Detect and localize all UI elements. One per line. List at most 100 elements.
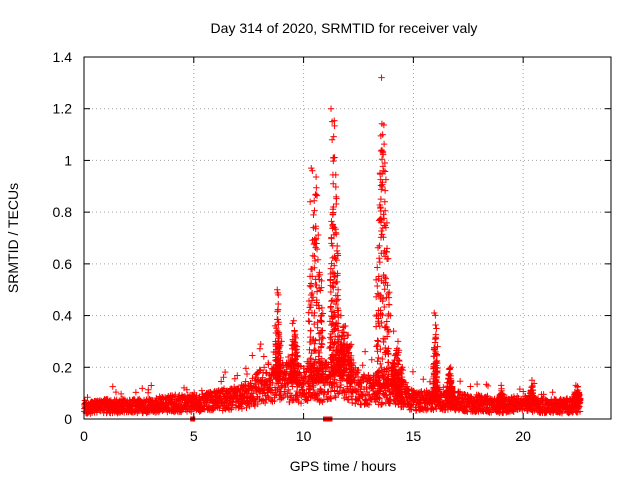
axes [83,56,612,420]
data-point-2817 [319,361,326,369]
data-point-3298 [389,381,397,388]
data-point-3045 [342,352,350,359]
data-point-1035 [285,386,292,393]
data-point-2585 [275,335,282,342]
data-point-3295 [392,350,400,357]
data-point-3036 [335,358,343,366]
data-point-2583 [273,346,280,353]
data-point-2804 [310,211,317,219]
data-point-3126 [380,211,387,218]
data-point-3703 [465,395,472,402]
data-point-1175 [312,390,320,398]
data-point-3098 [374,282,381,290]
data-point-2737 [308,273,316,280]
data-point-2953 [330,203,337,211]
data-point-2806 [307,265,315,273]
data-point-3276 [388,373,396,380]
data-point-3368 [433,374,440,381]
data-point-3212 [378,382,385,390]
data-point-2746 [308,349,315,357]
data-point-2770 [310,312,318,319]
data-point-2767 [314,365,321,372]
data-point-821 [242,365,250,372]
data-point-2788 [319,310,327,317]
data-point-3702 [447,364,454,371]
data-point-19 [84,394,91,401]
data-point-1442 [365,401,373,409]
data-point-2036 [483,381,490,388]
data-point-856 [249,389,257,397]
tick-labels: 0 5 10 15 20 0 0.2 0.4 0.6 0.8 1 1.2 1.4 [53,49,532,444]
data-point-2783 [319,335,327,342]
data-point-3568 [530,399,538,406]
data-point-3686 [381,159,389,167]
data-point-1250 [327,395,335,402]
data-point-3296 [398,388,406,395]
data-point-3508 [496,401,504,409]
data-point-3141 [378,231,386,238]
data-point-3449 [448,385,456,392]
data-point-3088 [374,371,381,379]
data-point-2728 [308,369,315,377]
data-point-3373 [433,394,441,401]
data-point-3154 [375,354,382,362]
data-point-2776 [314,324,321,331]
data-point-2863 [328,260,335,267]
data-point-3704 [487,397,494,405]
data-point-2760 [313,192,321,199]
data-point-2907 [333,195,340,202]
data-point-2924 [327,330,335,338]
data-point-2734 [308,289,316,297]
data-point-2596 [274,361,281,369]
data-point-3097 [383,318,390,325]
data-point-3339 [431,339,439,346]
data-point-3183 [378,120,386,127]
data-point-2812 [318,317,325,325]
data-point-3371 [430,384,438,391]
data-point-1300 [337,381,345,389]
data-point-3190 [378,277,385,285]
data-point-1429 [363,397,370,404]
data-point-447 [168,392,176,399]
data-point-2706 [309,294,317,301]
x-tick-label-0: 0 [80,428,88,444]
data-point-2669 [291,375,298,382]
data-point-2887 [327,371,335,379]
data-point-2764 [318,370,326,377]
data-point-3691 [386,289,393,296]
data-point-3152 [375,255,383,262]
data-point-2680 [291,356,298,364]
y-tick-label-3: 0.6 [53,256,73,272]
data-point-2705 [312,173,320,181]
data-point-3173 [385,301,393,308]
data-point-3360 [432,321,439,329]
data-point-2666 [294,378,301,385]
data-point-2635 [291,327,298,334]
data-point-2682 [313,288,321,295]
data-point-3668 [328,118,336,125]
data-point-3673 [332,255,339,262]
data-point-801 [238,405,246,412]
data-point-3113 [383,219,391,227]
data-point-1435 [364,400,371,408]
data-point-2815 [307,283,315,290]
data-point-3180 [379,179,386,186]
data-point-3648 [263,369,270,376]
data-point-2511 [576,408,584,415]
data-point-2957 [327,304,334,312]
data-point-3708 [541,397,549,405]
x-tick-label-2: 10 [296,428,312,444]
data-point-3142 [374,290,381,297]
data-point-3157 [374,341,381,349]
data-point-1270 [331,392,339,400]
data-point-3647 [256,366,263,374]
data-point-894 [257,340,264,348]
data-point-2945 [334,250,342,257]
data-point-1277 [332,379,340,387]
data-point-2805 [307,304,314,311]
data-point-3644 [223,395,230,402]
data-point-3661 [310,224,317,231]
data-point-2807 [316,349,323,357]
data-point-3203 [377,203,384,211]
data-point-3693 [390,327,397,335]
